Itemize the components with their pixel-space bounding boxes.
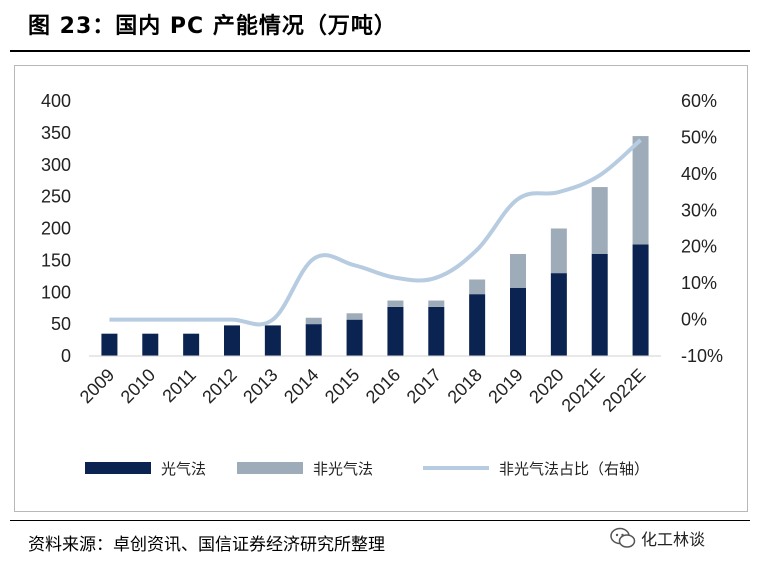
right-tick-label: 20% — [681, 237, 717, 257]
source-divider — [10, 520, 750, 521]
x-tick-label: 2017 — [403, 365, 445, 407]
chart-frame: 400 350 300 250 200 150 100 50 0 60% 50% 40% 30% 20%… — [14, 65, 748, 512]
left-tick-label: 200 — [41, 219, 71, 239]
right-tick-label: 30% — [681, 200, 717, 220]
chart: 400 350 300 250 200 150 100 50 0 60% 50% 40% 30% 20%… — [41, 91, 723, 478]
bar-photo — [591, 254, 608, 356]
bar-nonphoto — [346, 313, 363, 320]
bar-nonphoto — [550, 228, 567, 274]
title-divider — [10, 50, 750, 52]
x-tick-label: 2009 — [76, 365, 118, 407]
bar-photo — [264, 325, 281, 356]
x-tick-label: 2015 — [321, 365, 363, 407]
source-note: 资料来源：卓创资讯、国信证券经济研究所整理 — [28, 535, 385, 555]
bar-nonphoto — [591, 187, 608, 254]
x-tick-label: 2010 — [117, 365, 159, 407]
left-tick-label: 350 — [41, 123, 71, 143]
x-tick-label: 2012 — [198, 365, 240, 407]
watermark-logo: 化工林谈 — [610, 524, 705, 552]
x-tick-label: 2011 — [158, 365, 200, 407]
legend-label-share: 非光气法占比（右轴） — [499, 460, 649, 478]
bar-photo — [346, 319, 363, 356]
bar-photo — [469, 294, 486, 356]
left-tick-label: 150 — [41, 250, 71, 270]
bar-photo — [101, 333, 118, 356]
right-tick-label: 0% — [681, 310, 707, 330]
x-tick-label: 2014 — [280, 365, 322, 407]
legend: 光气法 非光气法 非光气法占比（右轴） — [85, 460, 649, 478]
x-tick-label: 2013 — [239, 365, 281, 407]
bar-photo — [510, 287, 526, 356]
legend-swatch-nonphoto — [237, 462, 303, 474]
bar-photo — [183, 333, 200, 356]
right-tick-label: 50% — [681, 127, 717, 147]
legend-label-nonphoto: 非光气法 — [313, 460, 373, 478]
right-tick-label: -10% — [681, 346, 723, 366]
left-tick-label: 300 — [41, 155, 71, 175]
bar-photo — [428, 306, 445, 356]
share-line-layer — [109, 138, 642, 327]
bar-nonphoto — [632, 136, 649, 245]
right-tick-label: 40% — [681, 164, 717, 184]
wechat-icon — [610, 527, 636, 548]
bar-nonphoto — [510, 254, 526, 288]
share-line — [109, 138, 642, 327]
x-tick-label: 2016 — [362, 365, 404, 407]
bar-photo — [142, 333, 159, 356]
bar-photo — [224, 325, 240, 356]
bar-nonphoto — [305, 317, 322, 325]
legend-swatch-photo — [85, 462, 151, 474]
bar-photo — [305, 324, 322, 356]
bar-nonphoto — [387, 300, 404, 307]
bar-photo — [387, 306, 404, 356]
left-tick-label: 100 — [41, 282, 71, 302]
bar-photo — [550, 273, 567, 356]
left-axis: 400 350 300 250 200 150 100 50 0 — [41, 91, 71, 366]
left-tick-label: 250 — [41, 187, 71, 207]
legend-label-photo: 光气法 — [161, 460, 206, 478]
right-axis: 60% 50% 40% 30% 20% 10% 0% -10% — [681, 91, 723, 366]
x-tick-label: 2018 — [444, 365, 486, 407]
bar-nonphoto — [469, 279, 486, 295]
watermark-text: 化工林谈 — [641, 530, 706, 549]
x-tick-label: 2021E — [558, 365, 609, 416]
bar-nonphoto — [428, 300, 445, 307]
x-tick-label: 2022E — [598, 365, 649, 416]
left-tick-label: 50 — [51, 314, 71, 334]
bars — [101, 136, 649, 356]
right-tick-label: 60% — [681, 91, 717, 111]
right-tick-label: 10% — [681, 273, 717, 293]
left-tick-label: 0 — [61, 346, 71, 366]
x-tick-label: 2019 — [484, 365, 526, 407]
bar-photo — [632, 244, 649, 356]
chart-title: 图 23：国内 PC 产能情况（万吨） — [28, 14, 397, 39]
left-tick-label: 400 — [41, 91, 71, 111]
